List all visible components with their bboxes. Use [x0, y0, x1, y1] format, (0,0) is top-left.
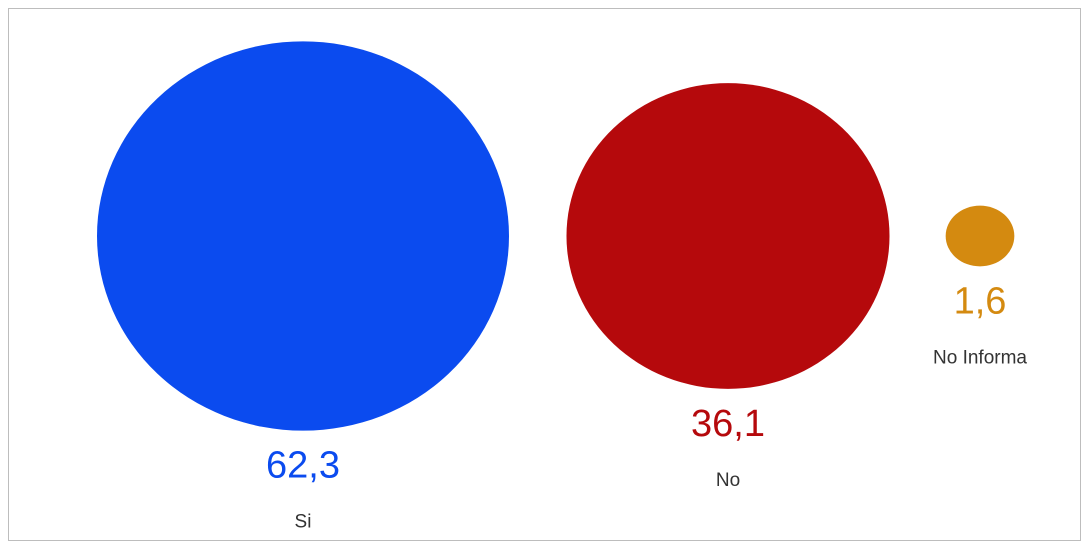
bubble-no-informa — [945, 205, 1015, 267]
bubble-no — [566, 83, 890, 389]
value-label-si: 62,3 — [266, 445, 340, 487]
value-label-no-informa: 1,6 — [954, 280, 1007, 322]
category-label-no: No — [716, 470, 740, 491]
value-label-no: 36,1 — [691, 403, 765, 445]
category-label-si: Si — [295, 512, 312, 533]
bubble-si — [97, 41, 509, 431]
category-label-no-informa: No Informa — [933, 347, 1027, 368]
